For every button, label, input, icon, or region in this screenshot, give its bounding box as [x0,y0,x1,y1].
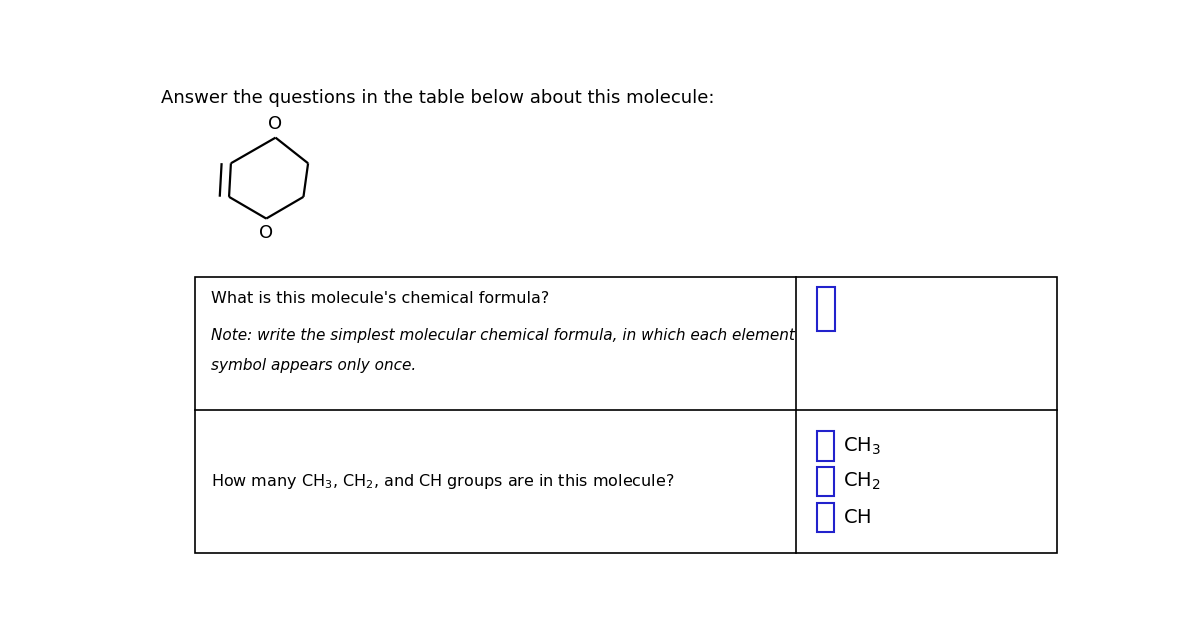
Text: $\mathrm{CH}$: $\mathrm{CH}$ [842,508,871,527]
Text: How many $\mathrm{CH_3}$, $\mathrm{CH_2}$, and $\mathrm{CH}$ groups are in this : How many $\mathrm{CH_3}$, $\mathrm{CH_2}… [211,472,674,491]
Text: Answer the questions in the table below about this molecule:: Answer the questions in the table below … [161,89,715,107]
Text: O: O [259,224,274,242]
Text: Note: write the simplest molecular chemical formula, in which each element: Note: write the simplest molecular chemi… [211,328,796,343]
Text: symbol appears only once.: symbol appears only once. [211,358,416,373]
Text: What is this molecule's chemical formula?: What is this molecule's chemical formula… [211,290,550,306]
Text: $\mathrm{CH_2}$: $\mathrm{CH_2}$ [842,471,881,492]
Text: O: O [269,115,283,133]
Text: $\mathrm{CH_3}$: $\mathrm{CH_3}$ [842,435,881,456]
